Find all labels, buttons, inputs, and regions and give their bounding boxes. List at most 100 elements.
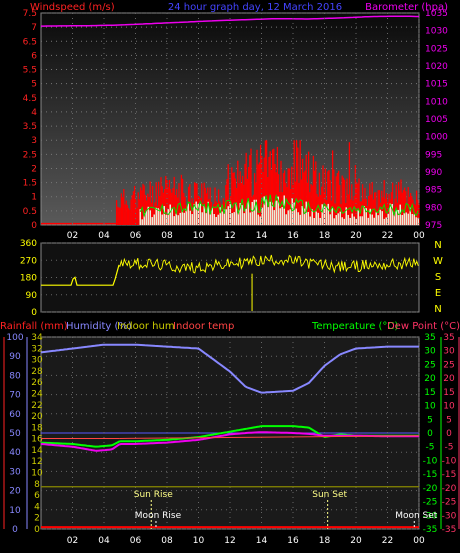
indoor-hum-tick-label: 20 <box>31 412 43 422</box>
indoor-hum-tick-label: 2 <box>34 514 40 524</box>
moon-set-marker-label: Moon Set <box>395 511 438 521</box>
baro-tick-label: 985 <box>425 186 442 196</box>
wind-tick-label: 4 <box>31 108 37 118</box>
baro-tick-label: 1035 <box>425 9 448 19</box>
wind-tick-label: 0 <box>31 221 37 231</box>
wind-tick-label: 1.5 <box>23 179 37 189</box>
dew-tick-label: -20 <box>442 484 457 494</box>
dew-tick-label: 10 <box>443 402 455 412</box>
humidity-tick-label: 10 <box>9 506 21 516</box>
x-tick-label: 18 <box>319 231 331 241</box>
sun-rise-marker-label: Sun Rise <box>134 490 173 500</box>
indoor-hum-tick-label: 16 <box>31 435 43 445</box>
indoor-hum-tick-label: 30 <box>31 356 43 366</box>
baro-tick-label: 995 <box>425 150 442 160</box>
direction-line <box>41 264 120 286</box>
humidity-axis-title: Humidity (%) <box>66 321 132 332</box>
humidity-tick-label: 60 <box>9 410 21 420</box>
dew-tick-label: 20 <box>443 374 455 384</box>
dew-point-line <box>40 431 419 452</box>
wind-tick-label: 0.5 <box>23 207 37 217</box>
wind-tick-label: 7 <box>31 23 37 33</box>
temp-tick-label: 20 <box>424 374 436 384</box>
indoor-temp-line <box>119 435 420 439</box>
indoor-temp-title: Indoor temp <box>173 321 234 332</box>
baro-tick-label: 990 <box>425 168 442 178</box>
indoor-hum-tick-label: 26 <box>31 378 43 388</box>
x-tick-label: 10 <box>193 231 205 241</box>
x-tick-label: 04 <box>98 536 110 546</box>
wind-tick-label: 6.5 <box>23 37 37 47</box>
humidity-tick-label: 90 <box>9 352 21 362</box>
temp-tick-label: 25 <box>424 360 435 370</box>
indoor-hum-tick-label: 18 <box>31 423 43 433</box>
indoor-hum-tick-label: 4 <box>34 502 40 512</box>
humidity-line <box>40 343 419 394</box>
barometer-line <box>41 15 419 27</box>
x-tick-label: 02 <box>67 231 78 241</box>
temp-tick-label: 5 <box>427 415 433 425</box>
x-tick-label: 06 <box>130 536 142 546</box>
direction-tick-label: 90 <box>26 291 38 301</box>
x-tick-label: 20 <box>350 536 362 546</box>
baro-tick-label: 1020 <box>425 62 448 72</box>
dew-tick-label: -30 <box>442 511 457 521</box>
x-tick-label: 00 <box>413 231 425 241</box>
baro-tick-label: 1000 <box>425 133 448 143</box>
dew-tick-label: -35 <box>442 525 457 535</box>
temperature-axis-title: Temperature (°C) <box>311 321 398 332</box>
temp-tick-label: -20 <box>423 484 438 494</box>
temp-tick-label: -5 <box>426 443 435 453</box>
x-tick-label: 08 <box>161 231 173 241</box>
indoor-hum-tick-label: 34 <box>31 333 43 343</box>
x-tick-label: 00 <box>413 536 425 546</box>
wind-tick-label: 6 <box>31 51 37 61</box>
direction-tick-label: 0 <box>31 308 37 318</box>
compass-label: N <box>434 304 441 315</box>
baro-tick-label: 1025 <box>425 44 448 54</box>
direction-panel-bg <box>40 242 420 313</box>
x-tick-label: 22 <box>382 536 393 546</box>
indoor-hum-tick-label: 24 <box>31 389 43 399</box>
temp-tick-label: -30 <box>423 511 438 521</box>
baro-tick-label: 975 <box>425 221 442 231</box>
x-tick-label: 14 <box>256 231 268 241</box>
indoor-hum-tick-label: 10 <box>31 469 43 479</box>
dew-tick-label: -5 <box>445 443 454 453</box>
x-tick-label: 22 <box>382 231 393 241</box>
humidity-tick-label: 0 <box>12 525 18 535</box>
wind-tick-label: 3 <box>31 136 37 146</box>
temp-tick-label: -35 <box>423 525 438 535</box>
wind-tick-label: 5.5 <box>23 66 37 76</box>
humidity-tick-label: 40 <box>9 448 21 458</box>
indoor-hum-title: Indoor hum <box>117 321 175 332</box>
temp-tick-label: 0 <box>427 429 433 439</box>
dew-tick-label: 30 <box>443 347 455 357</box>
indoor-hum-tick-label: 28 <box>31 367 43 377</box>
baro-tick-label: 1015 <box>425 80 448 90</box>
indoor-hum-tick-label: 0 <box>34 525 40 535</box>
dew-tick-label: -15 <box>442 470 457 480</box>
wind-avg-line <box>139 193 419 218</box>
humidity-tick-label: 20 <box>9 487 21 497</box>
wind-tick-label: 5 <box>31 80 37 90</box>
humidity-tick-label: 100 <box>6 333 23 343</box>
moon-rise-marker-label: Moon Rise <box>135 511 182 521</box>
compass-label: W <box>433 256 443 267</box>
rain-axis-title: Rainfall (mm) <box>0 321 68 332</box>
indoor-hum-tick-label: 8 <box>34 480 40 490</box>
windspeed-axis-title: Windspeed (m/s) <box>30 2 115 13</box>
dew-point-axis-title: Dew Point (°C) <box>387 321 460 332</box>
x-tick-label: 10 <box>193 536 205 546</box>
graph-title: 24 hour graph day, 12 March 2016 <box>168 2 342 13</box>
compass-label: E <box>435 288 441 299</box>
dew-tick-label: 0 <box>446 429 452 439</box>
temp-tick-label: 10 <box>424 402 436 412</box>
dew-tick-label: 35 <box>443 333 454 343</box>
baro-tick-label: 1005 <box>425 115 448 125</box>
wind-tick-label: 1 <box>31 193 37 203</box>
wind-tick-label: 2 <box>31 164 37 174</box>
dew-tick-label: 15 <box>443 388 454 398</box>
wind-tick-label: 2.5 <box>23 150 37 160</box>
baro-tick-label: 980 <box>425 203 442 213</box>
